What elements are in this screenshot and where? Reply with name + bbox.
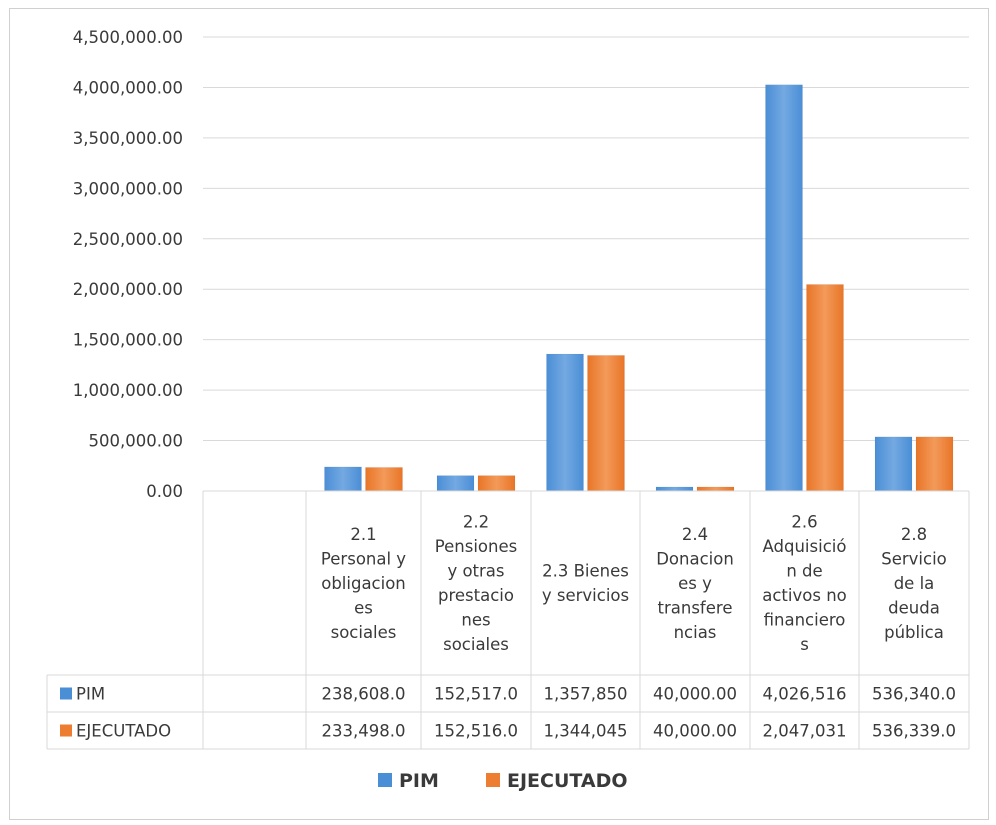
category-label: transfere — [658, 598, 733, 617]
table-series-label: EJECUTADO — [76, 722, 171, 741]
bar-pim — [325, 467, 362, 491]
category-label: Personal y — [321, 549, 406, 568]
table-legend-swatch-pim — [60, 688, 72, 700]
category-label: 2.8 — [901, 525, 927, 544]
bar-ejecutado — [807, 284, 844, 491]
category-label: es y — [678, 574, 712, 593]
legend: PIM EJECUTADO — [378, 770, 628, 792]
bars — [325, 85, 954, 491]
category-label: Servicio — [881, 549, 947, 568]
category-label: 2.6 — [791, 513, 817, 532]
table-cell-value: 238,608.0 — [322, 685, 406, 704]
legend-swatch-pim — [378, 773, 392, 787]
table-legend-swatch-ejecutado — [60, 725, 72, 737]
y-tick-label: 0.00 — [146, 482, 183, 501]
data-table: 2.1 Personal y obligacion es sociales 2.2 Pens… — [47, 491, 969, 749]
legend-label: EJECUTADO — [507, 770, 628, 792]
table-cell-value: 4,026,516 — [763, 685, 847, 704]
category-label: es — [354, 598, 373, 617]
bar-ejecutado — [478, 476, 515, 491]
category-label: pública — [884, 623, 944, 642]
category-label: activos no — [762, 586, 847, 605]
table-cell-value: 536,339.0 — [872, 722, 956, 741]
category-label: y servicios — [542, 586, 629, 605]
category-label: s — [800, 635, 809, 654]
category-label: obligacion — [321, 574, 406, 593]
category-label: de la — [894, 574, 935, 593]
category-label: y otras — [447, 562, 504, 581]
bar-pim — [437, 476, 474, 491]
y-tick-label: 2,500,000.00 — [73, 230, 183, 249]
legend-label: PIM — [399, 770, 439, 792]
category-label: sociales — [443, 635, 509, 654]
y-tick-label: 1,000,000.00 — [73, 381, 183, 400]
y-tick-label: 2,000,000.00 — [73, 280, 183, 299]
y-tick-label: 4,500,000.00 — [73, 28, 183, 47]
category-label: Pensiones — [435, 537, 517, 556]
legend-swatch-ejecutado — [486, 773, 500, 787]
category-label: Adquisició — [763, 537, 847, 556]
category-label: 2.4 — [682, 525, 708, 544]
table-cell-value: 233,498.0 — [322, 722, 406, 741]
bar-pim — [875, 437, 912, 491]
y-tick-label: 500,000.00 — [89, 432, 183, 451]
category-label: nes — [461, 611, 490, 630]
bar-ejecutado — [697, 487, 734, 491]
category-label: ncias — [674, 623, 717, 642]
table-cell-value: 1,344,045 — [544, 722, 628, 741]
bar-pim — [656, 487, 693, 491]
category-label: 2.1 — [350, 525, 376, 544]
y-tick-label: 4,000,000.00 — [73, 78, 183, 97]
table-cell-value: 152,516.0 — [434, 722, 518, 741]
bar-pim — [766, 85, 803, 491]
category-label: 2.2 — [463, 513, 489, 532]
category-label: financiero — [764, 611, 846, 630]
category-label: deuda — [888, 598, 940, 617]
table-cell-value: 40,000.00 — [653, 685, 737, 704]
category-label: sociales — [331, 623, 397, 642]
table-cell-value: 1,357,850 — [544, 685, 628, 704]
category-label: prestacio — [438, 586, 514, 605]
table-cell-value: 536,340.0 — [872, 685, 956, 704]
table-series-label: PIM — [76, 685, 105, 704]
category-label: 2.3 Bienes — [542, 562, 629, 581]
category-label: n de — [786, 562, 822, 581]
table-cell-value: 40,000.00 — [653, 722, 737, 741]
y-tick-label: 3,000,000.00 — [73, 179, 183, 198]
bar-ejecutado — [366, 467, 403, 491]
gridlines — [203, 37, 969, 491]
table-cell-value: 152,517.0 — [434, 685, 518, 704]
bar-pim — [547, 354, 584, 491]
bar-ejecutado — [916, 437, 953, 491]
y-axis-tick-labels: 0.00 500,000.00 1,000,000.00 1,500,000.00 2,… — [73, 28, 183, 501]
table-cell-value: 2,047,031 — [763, 722, 847, 741]
y-tick-label: 1,500,000.00 — [73, 331, 183, 350]
bar-ejecutado — [588, 355, 625, 491]
y-tick-label: 3,500,000.00 — [73, 129, 183, 148]
category-label: Donacion — [656, 549, 734, 568]
